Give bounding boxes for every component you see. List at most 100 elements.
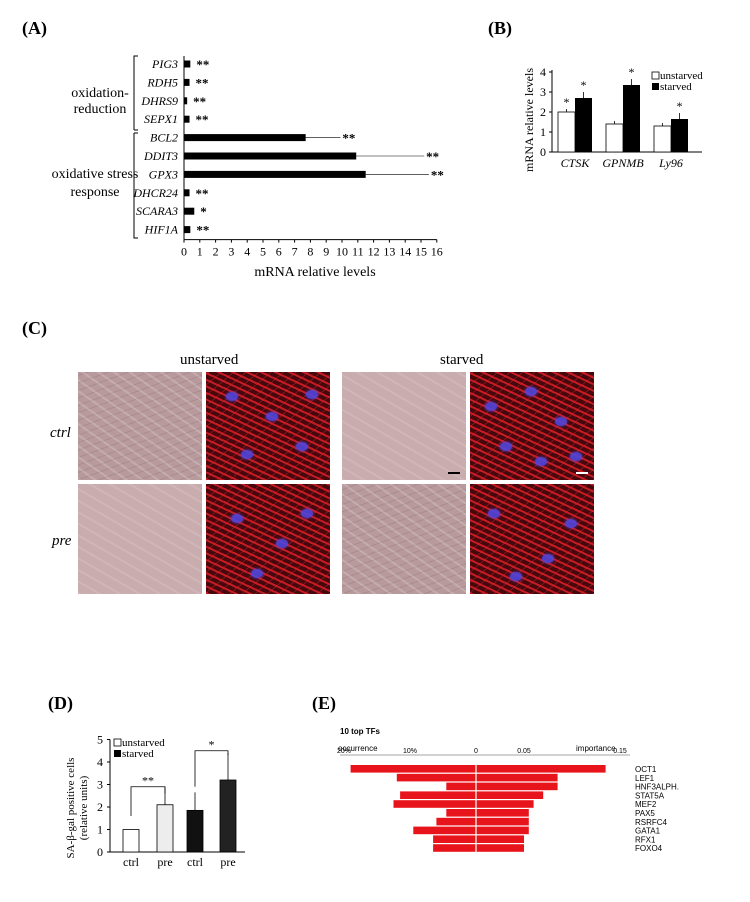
sig-starved-gpnmb: * [629,65,635,79]
micrograph-starved-pre-brightfield [342,484,466,594]
group-bracket-stress [133,132,138,239]
sig-bcl2: ** [342,131,355,146]
bar-unstarved-gpnmb [605,123,624,153]
row-label-ctrl: ctrl [50,425,71,441]
bar-scara3 [184,207,195,215]
bar-pig3 [184,60,191,68]
tf-label-pax5: PAX5 [635,809,655,818]
gene-label-bcl2: BCL2 [150,131,178,145]
xtick-label: 2 [213,245,219,259]
legend-d-unstarved-swatch [113,738,122,747]
sig-starved: * [209,738,215,752]
panel-a-xlabel: mRNA relative levels [254,265,375,280]
gene-label-pig3: PIG3 [151,57,178,71]
bar-unstarved-ly96 [653,125,672,153]
bar-gpx3 [184,170,366,178]
xtick-label: 0 [181,245,187,259]
panel-e-chart: 10 top TFs occurrence importance 20% 10% 0… [337,727,679,852]
ytick-label: 2 [540,105,546,119]
legend-d-starved-swatch [114,750,121,757]
bar-occurrence-rsrfc4 [436,817,476,826]
ytick-label: 3 [97,778,103,792]
gene-label-dhcr24: DHCR24 [132,186,178,200]
bar-occurrence-pax5 [446,809,476,817]
panel-label-d: (D) [48,693,73,713]
bar-occurrence-hnf3alph. [446,782,476,791]
group-stress-line1: oxidative stress [52,167,139,182]
bar-importance-stat5a [476,791,544,799]
gene-label-ddit3: DDIT3 [143,149,178,163]
xtick-label: 10 [336,245,348,259]
legend-unstarved-label: unstarved [660,70,703,82]
panel-label-e: (E) [312,693,336,713]
tf-label-oct1: OCT1 [635,765,657,774]
panel-e-title: 10 top TFs [340,727,381,736]
legend-starved-swatch [652,83,659,90]
sig-ddit3: ** [426,149,439,164]
panel-b-ylabel: mRNA relative levels [522,68,536,172]
panel-d-ylabel-line1: SA-β-gal positive cells [65,758,77,859]
category-label-starved-pre: pre [220,855,235,869]
sig-hif1a: ** [196,223,209,238]
ytick-label: 0 [540,145,546,159]
legend-starved-label: starved [660,81,692,93]
gene-label-scara3: SCARA3 [136,204,178,218]
bar-occurrence-gata1 [413,826,476,835]
category-label-unstarved-pre: pre [157,855,172,869]
tf-label-rsrfc4: RSRFC4 [635,818,668,827]
ytick-label: 4 [540,65,546,79]
gene-label-hif1a: HIF1A [144,223,179,237]
bar-unstarved-pre [156,804,174,853]
bar-ddit3 [184,152,357,160]
category-label-ly96: Ly96 [658,156,683,170]
tf-label-foxo4: FOXO4 [635,844,663,852]
bar-occurrence-mef2 [393,800,476,808]
bar-dhrs9 [184,97,188,105]
micrograph-unstarved-ctrl-fluorescence [206,372,330,480]
column-label-starved: starved [440,352,484,368]
bar-importance-rfx1 [476,835,524,843]
micrograph-unstarved-pre-fluorescence [206,484,330,594]
bar-starved-gpnmb [623,85,640,152]
sig-dhcr24: ** [196,186,209,201]
panel-d-chart: SA-β-gal positive cells (relative units)… [65,733,245,869]
gene-label-sepx1: SEPX1 [144,112,178,126]
xtick-label: 16 [431,245,443,259]
xtick-label: 15 [415,245,427,259]
group-bracket-oxidation [133,55,138,131]
sig-pig3: ** [196,57,209,72]
bar-importance-gata1 [476,826,529,835]
tf-label-lef1: LEF1 [635,774,655,783]
tf-label-mef2: MEF2 [635,800,657,809]
xtick-label: 11 [352,245,364,259]
xtick-label: 4 [244,245,250,259]
gene-label-rdh5: RDH5 [146,75,178,89]
ytick-label: 5 [97,733,103,747]
ytick-label: 0 [97,845,103,859]
xtick-label: 5 [260,245,266,259]
xtick-label: 12 [368,245,380,259]
bar-starved-ctsk [575,98,592,152]
legend-d-unstarved-label: unstarved [122,737,165,749]
sig-unstarved-ctsk: * [564,95,570,109]
tf-label-hnf3alph.: HNF3ALPH. [635,783,679,792]
micrograph-starved-ctrl-brightfield [342,372,466,480]
bar-occurrence-foxo4 [433,844,476,852]
panel-e-left-label: occurrence [338,744,378,753]
row-label-pre: pre [52,533,72,549]
bar-rdh5 [184,78,190,86]
category-label-gpnmb: GPNMB [602,156,644,170]
sig-starved-ctsk: * [581,78,587,92]
xtick-label: 3 [228,245,234,259]
sig-bracket-unstarved [130,786,166,816]
xtick-label: 1 [197,245,203,259]
panel-e-tick-label: 10% [403,748,417,755]
ytick-label: 2 [97,800,103,814]
micrograph-unstarved-ctrl-brightfield [78,372,202,480]
gene-label-dhrs9: DHRS9 [140,94,178,108]
bar-importance-hnf3alph. [476,782,558,791]
ytick-label: 1 [540,125,546,139]
tf-label-stat5a: STAT5A [635,791,665,800]
panel-e-tick-label: 20% [337,748,351,755]
sig-dhrs9: ** [193,94,206,109]
